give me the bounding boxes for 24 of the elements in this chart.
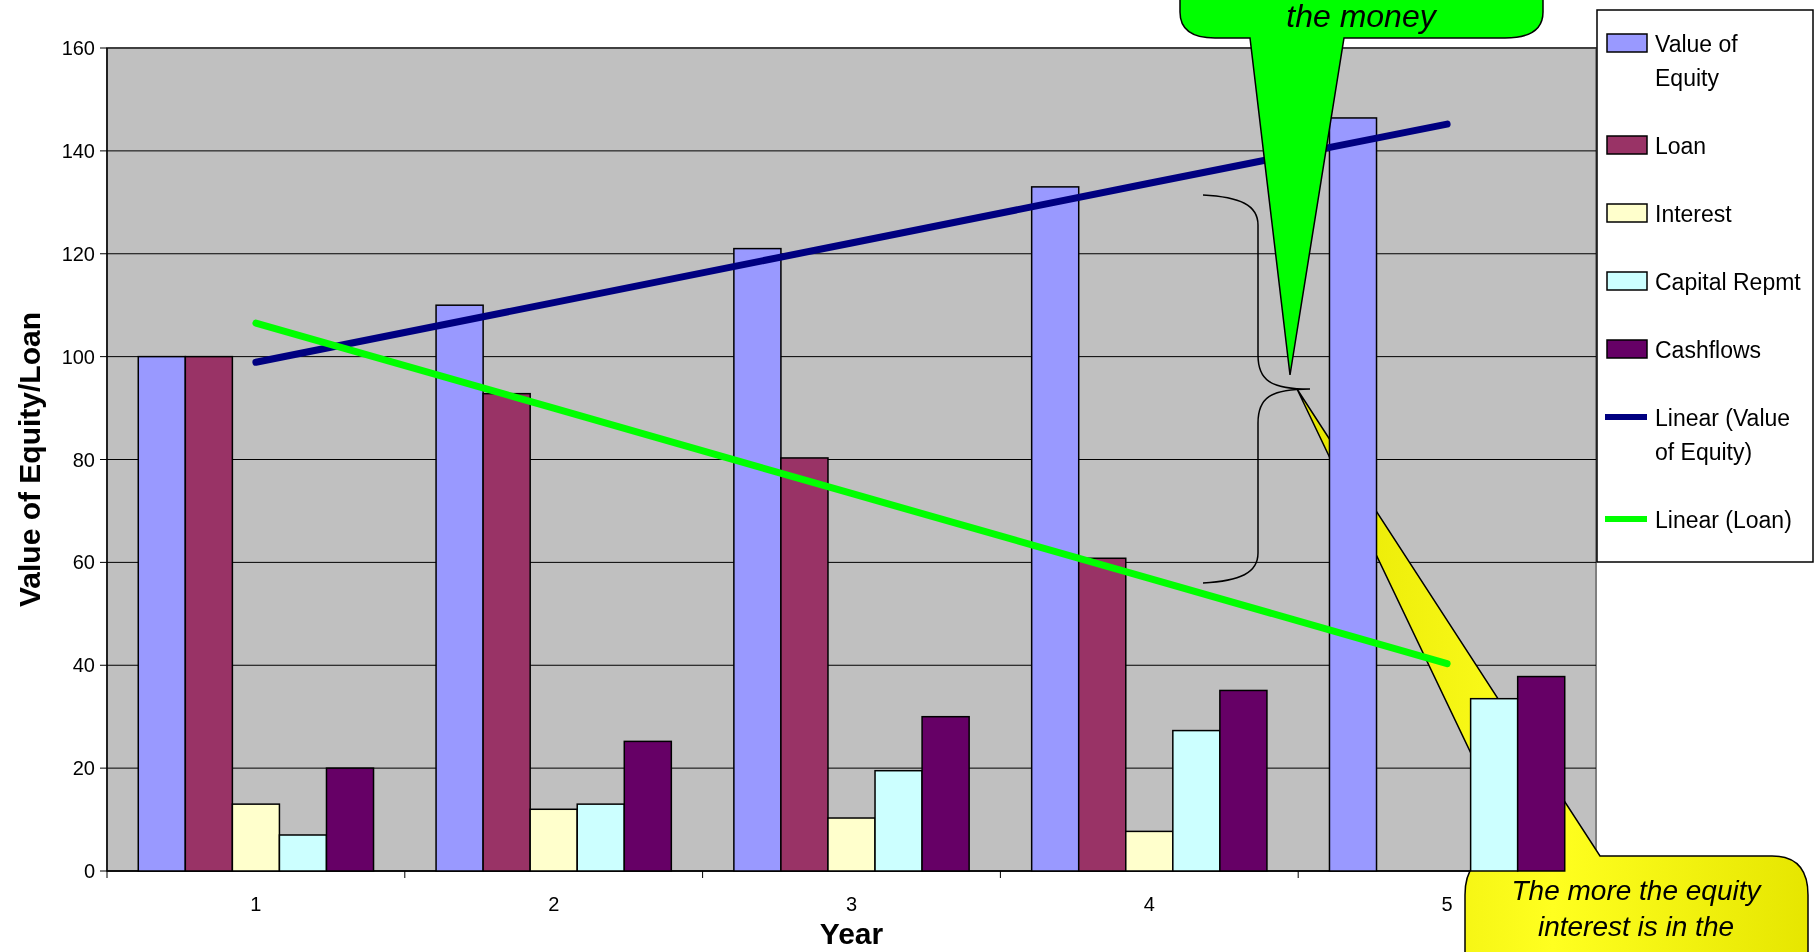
x-tick-label: 3	[845, 893, 858, 915]
y-axis-title: Value of Equity/Loan	[13, 311, 46, 608]
y-tick-label: 140	[61, 139, 95, 162]
x-axis-title: Year	[819, 917, 884, 950]
y-tick-label: 40	[72, 654, 95, 677]
legend-label: Loan	[1655, 133, 1707, 159]
x-tick-label: 2	[548, 893, 560, 915]
y-tick-label: 80	[72, 448, 95, 471]
speech-bubble: the money	[1179, 0, 1544, 376]
y-tick-label: 60	[72, 551, 95, 574]
legend-label: Value of Equity	[1655, 31, 1739, 91]
legend-label: Capital Repmt	[1655, 269, 1802, 295]
y-tick-label: 0	[83, 860, 95, 882]
y-tick-label: 160	[61, 37, 95, 59]
y-tick-label: 100	[61, 345, 95, 368]
x-tick-label: 4	[1143, 893, 1155, 915]
legend-label: Interest	[1655, 201, 1733, 227]
x-tick-label: 5	[1441, 893, 1453, 915]
x-tick-label: 1	[250, 893, 262, 915]
legend-label: Linear (Value of Equity)	[1655, 405, 1791, 465]
legend-label: Linear (Loan)	[1655, 507, 1792, 533]
y-tick-label: 120	[61, 242, 95, 265]
legend-label: Cashflows	[1655, 337, 1762, 363]
y-tick-label: 20	[72, 757, 95, 780]
